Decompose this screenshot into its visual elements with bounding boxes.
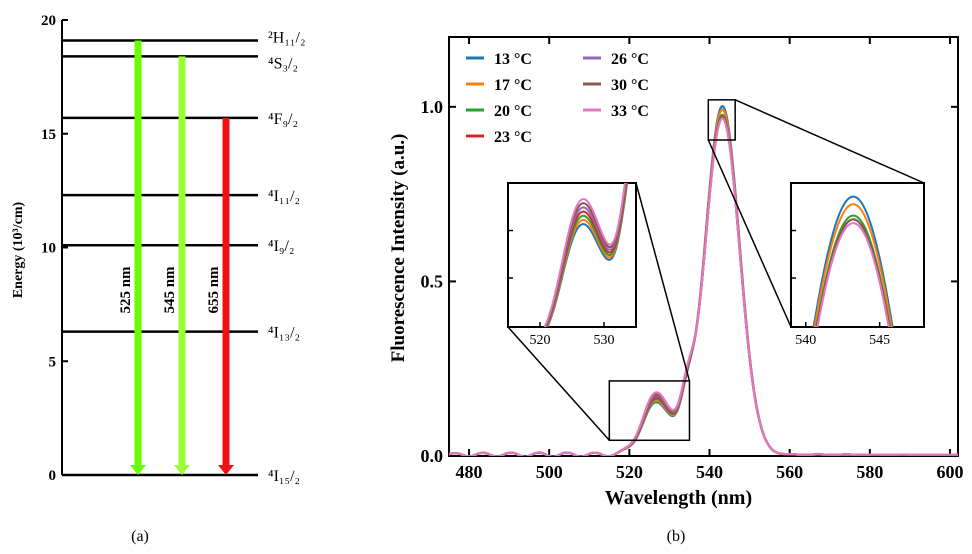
inset-connector — [707, 139, 792, 328]
x-tick-label: 600 — [936, 462, 963, 482]
inset-series-line — [543, 183, 626, 327]
fluorescence-spectrum-chart: 480 500 520 540 560 580 600 0.0 0.5 1.0 Wavelength… — [388, 36, 963, 509]
legend-label: 17 °C — [494, 77, 532, 94]
y-tick-label: 15 — [41, 127, 56, 143]
inset-connector — [635, 182, 691, 382]
y-tick-label: 0 — [49, 468, 57, 484]
inset-frame — [507, 182, 637, 328]
inset-x-tick-label: 540 — [795, 333, 816, 348]
x-axis-label: Wavelength (nm) — [605, 487, 752, 509]
caption-a: (a) — [131, 528, 149, 545]
legend-label: 30 °C — [611, 77, 649, 94]
energy-level-label: ⁴I₁₁/₂ — [268, 188, 300, 205]
x-tick-label: 500 — [536, 462, 563, 482]
inset-x-tick-label: 545 — [869, 333, 890, 348]
transition-label: 525 nm — [118, 266, 134, 314]
y-tick-label: 5 — [49, 354, 57, 370]
energy-level-diagram: 0 5 10 15 20 Energy (10³/cm) ⁴I₁₅/₂ ⁴I₁₃/₂ ⁴I₉/₂… — [11, 13, 306, 485]
inset-plot: 540 545 — [790, 182, 925, 348]
inset-series-line — [816, 222, 890, 327]
legend-label: 26 °C — [611, 51, 649, 68]
y-tick-label: 10 — [41, 241, 56, 257]
legend-label: 13 °C — [494, 51, 532, 68]
energy-level-label: ⁴I₁₅/₂ — [268, 468, 300, 485]
energy-level-label: ⁴I₁₃/₂ — [268, 325, 300, 342]
inset-connector — [734, 99, 925, 184]
y-tick-label: 0.5 — [421, 271, 444, 291]
inset-series-line — [812, 195, 894, 327]
legend-label: 20 °C — [494, 103, 532, 120]
x-tick-label: 540 — [696, 462, 723, 482]
energy-level-label: ⁴I₉/₂ — [268, 238, 295, 255]
transition-arrowhead — [218, 465, 234, 475]
zoom-box — [608, 380, 691, 442]
inset-x-tick-label: 520 — [530, 333, 551, 348]
transition-label: 545 nm — [162, 266, 178, 314]
energy-level-label: ⁴S₃/₂ — [268, 55, 298, 72]
caption-b: (b) — [667, 528, 686, 545]
transition-label: 655 nm — [206, 266, 222, 314]
y-axis-label: Fluorescence Intensity (a.u.) — [388, 134, 409, 363]
legend-label: 23 °C — [494, 129, 532, 146]
y-axis-label: Energy (10³/cm) — [11, 201, 26, 298]
inset-x-tick-label: 530 — [594, 333, 615, 348]
plot-frame — [448, 36, 959, 457]
x-tick-label: 520 — [616, 462, 643, 482]
transition-arrowhead — [174, 465, 190, 475]
y-tick-label: 1.0 — [421, 97, 444, 117]
inset-series-line — [813, 203, 893, 327]
y-tick-label: 20 — [41, 13, 56, 29]
transition-arrowhead — [130, 465, 146, 475]
x-tick-label: 580 — [856, 462, 883, 482]
legend-label: 33 °C — [611, 103, 649, 120]
zoom-box — [707, 99, 736, 141]
series-line — [449, 117, 958, 456]
energy-level-label: ⁴F₉/₂ — [268, 111, 298, 128]
x-tick-label: 480 — [456, 462, 483, 482]
inset-connector — [507, 326, 610, 441]
energy-level-label: ²H₁₁/₂ — [268, 29, 306, 46]
inset-plot: 520 530 — [507, 182, 637, 348]
x-tick-label: 560 — [776, 462, 803, 482]
y-tick-label: 0.0 — [421, 446, 444, 466]
